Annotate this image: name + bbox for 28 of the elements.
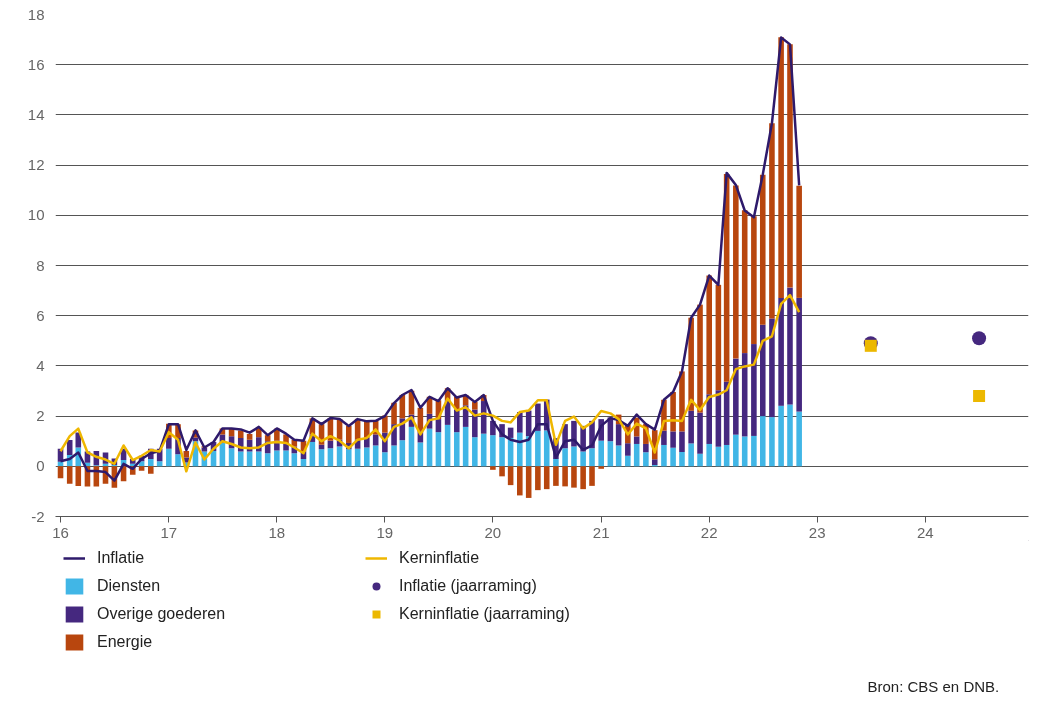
x-tick-label: 19 [376,523,394,541]
x-tick-label: 20 [484,523,502,541]
legend-label: Diensten [97,577,162,595]
y-tick-label: 0 [36,457,45,475]
legend-label: Inflatie [97,549,146,567]
y-tick-label: 2 [36,407,45,425]
x-tick-label: 23 [808,523,826,541]
x-tick-label: 18 [268,523,286,541]
legend-label: Overige goederen [97,605,227,623]
y-tick-label: 16 [27,55,45,73]
y-tick-label: 10 [27,206,45,224]
y-tick-label: 8 [36,256,45,274]
x-tick-label: 16 [52,523,69,541]
y-tick-label: -2 [31,507,45,525]
legend-label: Kerninflatie (jaarraming) [399,605,571,623]
y-tick-label: 12 [27,156,45,174]
x-tick-label: 17 [160,523,178,541]
text: Bron: CBS en DNB. [867,677,1000,695]
legend-label: Inflatie (jaarraming) [399,577,538,595]
x-tick-label: 21 [592,523,610,541]
x-tick-label: 24 [916,523,934,541]
legend-label: Energie [97,633,154,651]
y-tick-label: 4 [36,356,45,374]
y-tick-label: 6 [36,306,45,324]
y-tick-label: 18 [27,5,45,23]
y-tick-label: 14 [27,105,45,123]
x-tick-label: 22 [700,523,718,541]
legend-label: Kerninflatie [399,549,481,567]
